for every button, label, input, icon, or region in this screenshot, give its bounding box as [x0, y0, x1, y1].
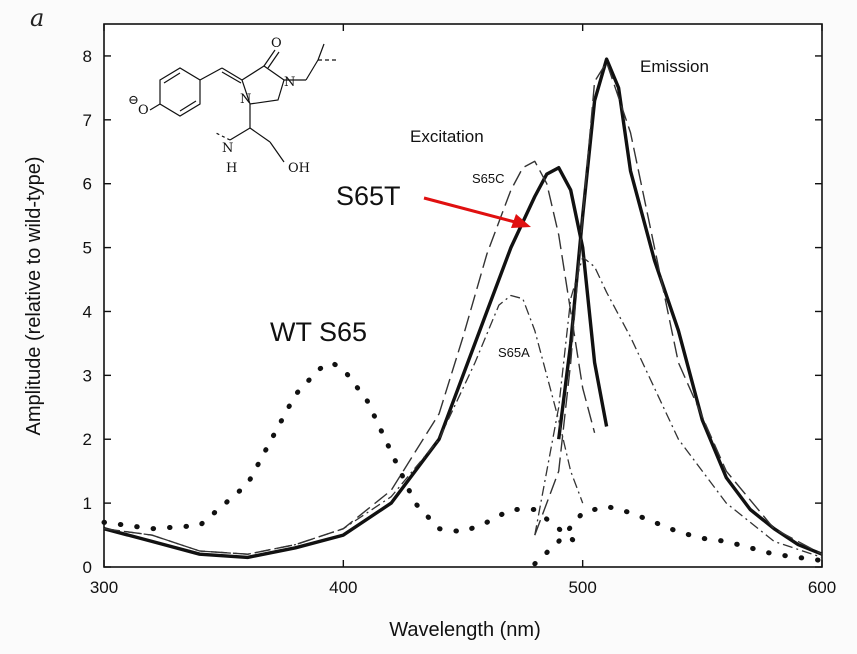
- chem-n-ring: N: [240, 92, 251, 107]
- excitation-label: Excitation: [410, 127, 484, 146]
- y-tick-label: 8: [83, 47, 92, 66]
- series-s65a-excitation: [103, 294, 584, 555]
- s65a-label: S65A: [498, 345, 530, 360]
- series-s65a-emission: [534, 256, 823, 559]
- y-tick-label: 3: [83, 366, 92, 385]
- chem-o-minus: O: [138, 103, 149, 118]
- chem-nh-h: H: [226, 161, 237, 176]
- chem-oh: OH: [288, 161, 310, 176]
- chem-nh-n: N: [222, 141, 233, 156]
- y-tick-label: 4: [83, 302, 92, 321]
- chem-minus-sign: ⊖: [128, 93, 139, 108]
- chem-n-ring-2: N: [284, 75, 295, 90]
- x-axis-title: Wavelength (nm): [389, 619, 541, 641]
- s65c-label: S65C: [472, 171, 505, 186]
- series-s65c-excitation: [103, 160, 596, 555]
- imidazolone-ring: [241, 65, 285, 105]
- y-tick-label: 5: [83, 239, 92, 258]
- wt-s65-label: WT S65: [270, 317, 367, 347]
- y-axis-title: Amplitude (relative to wild-type): [23, 157, 45, 436]
- y-tick-label: 1: [83, 494, 92, 513]
- s65t-label: S65T: [336, 181, 401, 211]
- series-s65t-excitation: [103, 165, 609, 560]
- x-tick-label: 300: [90, 578, 118, 597]
- chem-o-top: O: [271, 36, 282, 51]
- y-tick-label: 7: [83, 111, 92, 130]
- series-layer: [101, 57, 825, 567]
- chromophore-structure: [149, 43, 338, 163]
- series-s65c-emission: [534, 61, 823, 555]
- y-tick-label: 2: [83, 430, 92, 449]
- emission-label: Emission: [640, 57, 709, 76]
- axis-ticks: 300 400 500 600 0 1 2 3 4 5 6 7 8: [83, 24, 836, 597]
- x-tick-label: 400: [329, 578, 357, 597]
- y-tick-label: 0: [83, 558, 92, 577]
- series-wt-s65-excitation: [101, 360, 586, 551]
- s65t-arrow: [423, 196, 531, 228]
- panel-label: a: [30, 4, 44, 32]
- plot-frame: [103, 23, 823, 568]
- x-tick-label: 500: [568, 578, 596, 597]
- y-tick-label: 6: [83, 175, 92, 194]
- x-tick-label: 600: [808, 578, 836, 597]
